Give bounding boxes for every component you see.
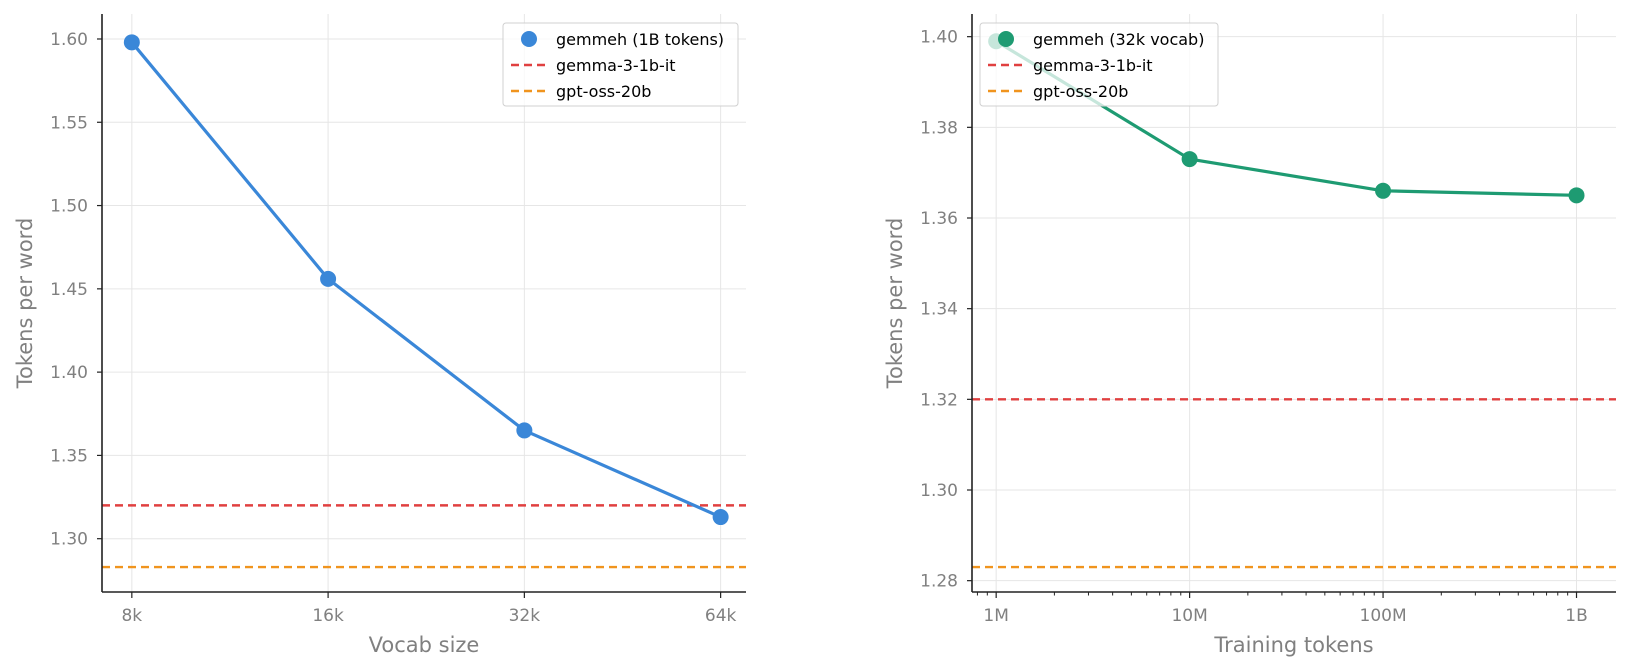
legend-box (502, 22, 739, 107)
x-tick-label: 100M (1360, 606, 1407, 626)
y-tick-label: 1.60 (50, 30, 88, 50)
legend-label: gemma-3-1b-it (556, 56, 676, 75)
x-axis-title: Training tokens (1213, 633, 1373, 657)
x-tick-label: 1M (983, 606, 1008, 626)
x-tick-label: 64k (705, 606, 737, 626)
y-tick-label: 1.50 (50, 197, 88, 217)
legend-box (979, 22, 1219, 107)
legend-label: gemmeh (1B tokens) (556, 30, 724, 49)
data-point (320, 270, 337, 287)
legend-label: gemmeh (32k vocab) (1033, 30, 1204, 49)
data-point (516, 422, 533, 439)
legend-label: gpt-oss-20b (1033, 82, 1128, 101)
y-tick-label: 1.30 (920, 481, 958, 501)
data-point (712, 509, 729, 526)
data-point (1181, 151, 1198, 168)
y-tick-label: 1.55 (50, 113, 88, 133)
legend-label: gemma-3-1b-it (1033, 56, 1153, 75)
x-tick-label: 1B (1565, 606, 1587, 626)
x-tick-label: 10M (1171, 606, 1207, 626)
y-tick-label: 1.28 (920, 572, 958, 592)
legend: gemmeh (32k vocab) gemma-3-1b-it gpt-oss-2… (979, 22, 1219, 107)
y-tick-label: 1.34 (920, 300, 958, 320)
chart-1: 1.30 1.35 1.40 1.45 1.50 1.55 1.60 8k 16k 32k 64k V… (13, 14, 746, 657)
y-tick-label: 1.36 (920, 209, 958, 229)
legend-marker (521, 31, 537, 47)
y-tick-label: 1.38 (920, 118, 958, 138)
y-tick-label: 1.32 (920, 390, 958, 410)
y-axis-title: Tokens per word (13, 218, 37, 390)
data-point (1375, 182, 1392, 199)
x-tick-label: 16k (312, 606, 344, 626)
data-point (123, 34, 140, 51)
y-axis-title: Tokens per word (883, 218, 907, 390)
x-axis-title: Vocab size (369, 633, 480, 657)
legend: gemmeh (1B tokens) gemma-3-1b-it gpt-oss-2… (502, 22, 739, 107)
chart-2: 1.28 1.30 1.32 1.34 1.36 1.38 1.40 1M 10M 100M 1B T… (883, 14, 1616, 657)
legend-marker (998, 31, 1014, 47)
series-line (130, 41, 722, 519)
y-tick-label: 1.40 (50, 363, 88, 383)
y-tick-label: 1.45 (50, 280, 88, 300)
legend-label: gpt-oss-20b (556, 82, 651, 101)
y-tick-label: 1.35 (50, 446, 88, 466)
data-point (1568, 187, 1585, 204)
y-tick-label: 1.30 (50, 530, 88, 550)
x-tick-label: 32k (509, 606, 541, 626)
y-tick-label: 1.40 (920, 28, 958, 48)
x-tick-label: 8k (121, 606, 142, 626)
